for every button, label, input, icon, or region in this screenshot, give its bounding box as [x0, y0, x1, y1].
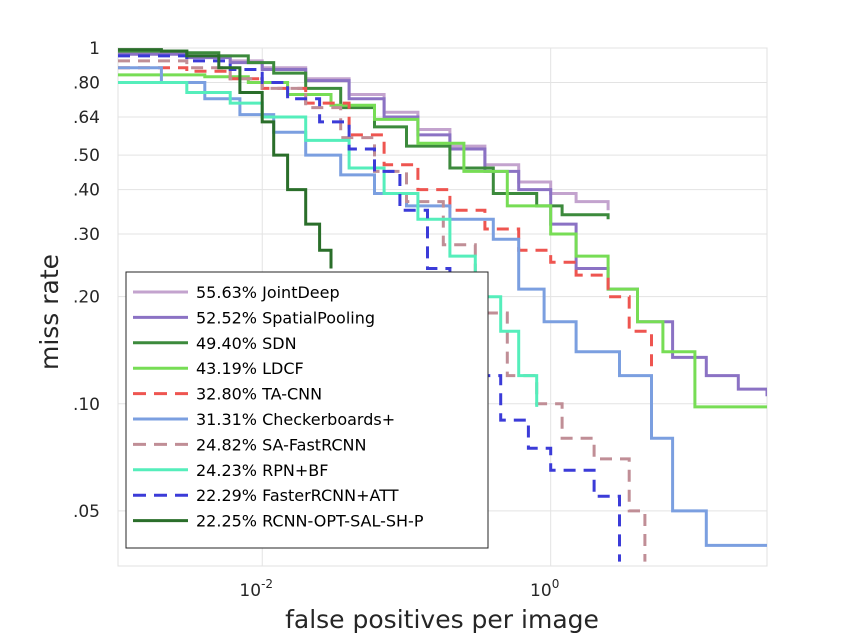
x-axis-label: false positives per image: [285, 605, 599, 634]
y-tick-label: .40: [73, 181, 100, 201]
series-line-10: [118, 48, 333, 269]
legend-label: 55.63% JointDeep: [196, 283, 340, 302]
legend-label: 22.25% RCNN-OPT-SAL-SH-P: [196, 512, 424, 531]
legend-label: 52.52% SpatialPooling: [196, 308, 375, 327]
y-tick-labels: 1 .80 .64 .50 .40 .30 .20 .10 .05: [73, 39, 100, 522]
y-tick-label: .10: [73, 395, 100, 415]
series-line-9: [118, 54, 621, 562]
legend-label: 24.82% SA-FastRCNN: [196, 435, 367, 454]
series-line-6: [118, 66, 767, 547]
legend-label: 24.23% RPN+BF: [196, 461, 328, 480]
legend-label: 43.19% LDCF: [196, 359, 304, 378]
y-tick-label: 1: [89, 39, 100, 59]
y-tick-label: .05: [73, 502, 100, 522]
series-line-8: [118, 81, 539, 407]
legend-label: 32.80% TA-CNN: [196, 385, 322, 404]
x-tick-label: 10-2: [239, 577, 273, 601]
x-tick-label: 100: [530, 577, 559, 601]
series-lines: [118, 48, 767, 562]
legend-label: 22.29% FasterRCNN+ATT: [196, 486, 399, 505]
y-tick-label: .64: [73, 108, 100, 128]
x-tick-labels: 10-2 100: [239, 577, 559, 601]
y-tick-label: .50: [73, 146, 100, 166]
y-tick-label: .80: [73, 73, 100, 93]
y-tick-label: .20: [73, 288, 100, 308]
y-tick-label: .30: [73, 225, 100, 245]
y-axis-label: miss rate: [35, 254, 64, 370]
legend-label: 49.40% SDN: [196, 334, 297, 353]
legend: 55.63% JointDeep 52.52% SpatialPooling 49.…: [125, 271, 489, 549]
legend-label: 31.31% Checkerboards+: [196, 410, 395, 429]
